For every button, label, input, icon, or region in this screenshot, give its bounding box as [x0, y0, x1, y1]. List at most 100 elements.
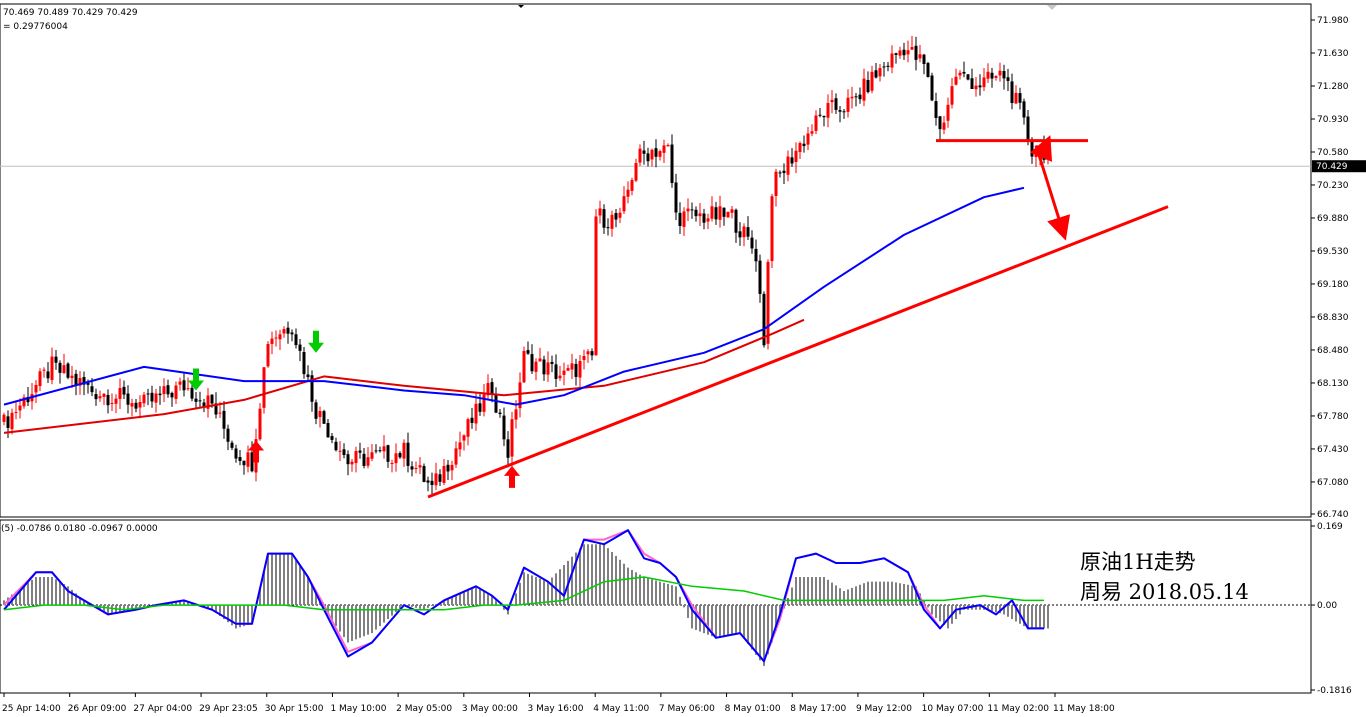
candle-body [722, 207, 726, 217]
macd-tick-label: 0.00 [1317, 601, 1337, 611]
candle-body [766, 261, 770, 344]
candle-body [726, 211, 730, 218]
candle-body [874, 70, 878, 78]
candle-body [1002, 71, 1006, 79]
candle-body [982, 77, 986, 88]
candle-body [130, 403, 134, 407]
candle-body [426, 480, 430, 483]
candle-body [430, 480, 434, 485]
ohlc-readout: 70.469 70.489 70.429 70.429 [3, 8, 138, 18]
candle-body [854, 96, 858, 98]
candle-body [618, 212, 622, 218]
price-tick-label: 66.740 [1317, 510, 1349, 520]
candle-body [542, 359, 546, 375]
candle-body [662, 145, 666, 153]
candle-body [330, 436, 334, 440]
candle-body [790, 157, 794, 164]
candle-body [706, 218, 710, 222]
candle-body [246, 452, 250, 467]
candle-body [150, 392, 154, 402]
candle-body [578, 360, 582, 378]
candle-body [274, 337, 278, 339]
candle-body [10, 412, 14, 430]
candle-body [946, 104, 950, 121]
time-tick-label: 26 Apr 09:00 [68, 704, 127, 714]
moving-average-red-line [3, 318, 805, 434]
candle-body [318, 410, 322, 418]
candle-body [834, 98, 838, 110]
candle-body [502, 415, 506, 440]
forecast-arrow [1029, 135, 1053, 162]
price-tick-label: 71.630 [1317, 49, 1349, 59]
candle-body [1022, 101, 1026, 118]
price-tick-label: 67.430 [1317, 445, 1349, 455]
candle-body [14, 411, 18, 413]
time-tick-label: 11 May 02:00 [987, 704, 1049, 714]
candle-body [450, 464, 454, 471]
candle-body [646, 153, 650, 162]
candle-body [386, 445, 390, 462]
candle-body [514, 409, 518, 420]
candle-body [546, 362, 550, 375]
candle-body [898, 50, 902, 56]
candle-body [746, 227, 750, 237]
time-tick-label: 29 Apr 23:05 [199, 704, 258, 714]
candle-body [74, 373, 78, 385]
candle-body [826, 103, 830, 118]
main-chart-frame [0, 3, 1312, 518]
analysis-author-date: 周易 2018.05.14 [1080, 580, 1249, 604]
candle-body [106, 394, 110, 406]
candle-body [170, 392, 174, 398]
candle-body [434, 473, 438, 486]
candle-body [926, 63, 930, 77]
moving-average-blue-line [3, 186, 1025, 406]
candle-body [110, 402, 114, 404]
candle-body [126, 393, 130, 405]
candle-body [270, 338, 274, 344]
candle-body [666, 144, 670, 147]
candle-body [822, 115, 826, 118]
macd-tick-label: -0.1816 [1317, 686, 1352, 696]
candle-body [878, 68, 882, 77]
candle-body [454, 448, 458, 465]
candle-body [102, 393, 106, 397]
price-tick-label: 69.530 [1317, 247, 1349, 257]
buy-signal-arrow-icon [504, 465, 520, 488]
time-tick-label: 9 May 12:00 [856, 704, 912, 714]
price-tick-label: 70.930 [1317, 115, 1349, 125]
candle-body [86, 382, 90, 385]
trendline [427, 205, 1169, 499]
candle-body [582, 355, 586, 361]
candle-body [894, 53, 898, 55]
candle-body [366, 457, 370, 466]
candle-body [290, 332, 294, 335]
candle-body [474, 403, 478, 424]
candle-body [906, 50, 910, 55]
candle-body [90, 386, 94, 393]
candle-body [22, 397, 26, 407]
candle-body [250, 452, 254, 472]
candle-body [594, 216, 598, 356]
candle-body [842, 111, 846, 113]
candle-body [442, 465, 446, 483]
candle-body [630, 179, 634, 191]
macd-tick-label: 0.169 [1317, 522, 1343, 532]
candle-body [1030, 141, 1034, 157]
candle-body [718, 206, 722, 220]
candle-body [782, 170, 786, 173]
current-price-label: 70.429 [1316, 162, 1348, 172]
candle-body [410, 466, 414, 470]
candle-body [94, 394, 98, 400]
candle-body [402, 442, 406, 459]
candle-body [562, 370, 566, 375]
time-tick-label: 2 May 05:00 [396, 704, 452, 714]
candle-body [918, 54, 922, 59]
candle-body [610, 214, 614, 229]
candle-body [390, 463, 394, 465]
time-tick-label: 3 May 00:00 [462, 704, 518, 714]
candle-body [302, 352, 306, 375]
candle-body [154, 393, 158, 403]
candle-body [850, 96, 854, 99]
candle-body [602, 209, 606, 228]
candle-body [42, 369, 46, 371]
